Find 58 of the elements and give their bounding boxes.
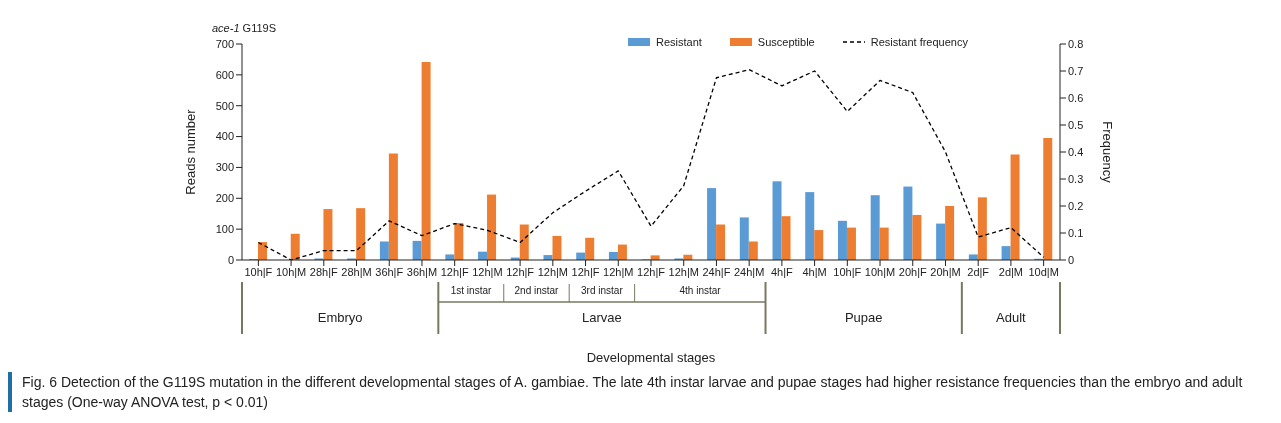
x-tick-label: 12h|F xyxy=(506,265,535,278)
y2-tick-label: 0.7 xyxy=(1068,64,1084,77)
x-tick-label: 12h|M xyxy=(668,265,699,278)
x-tick-label: 12h|F xyxy=(440,265,469,278)
x-tick-label: 10h|F xyxy=(833,265,862,278)
x-tick-label: 10h|M xyxy=(275,265,307,278)
y-tick-label: 200 xyxy=(215,192,234,205)
x-tick-label: 24h|M xyxy=(733,265,765,278)
y-tick-label: 300 xyxy=(215,161,234,174)
legend-label: Susceptible xyxy=(757,36,815,48)
y2-tick-label: 0.8 xyxy=(1068,37,1084,50)
text: Larvae xyxy=(582,310,622,325)
x-tick-label: 10h|F xyxy=(244,265,273,278)
x-tick-label: 10d|M xyxy=(1028,265,1059,278)
caption: Fig. 6 Detection of the G119S mutation in the different developmental stages of A. gambiae. The late 4th instar larvae and pupae stages had higher resistance frequencies than the embryo and adult stages (One-way ANOVA test, p < 0.01) xyxy=(8,372,1252,412)
x-tick-label: 20h|F xyxy=(898,265,927,278)
y2-axis-title: Frequency xyxy=(1100,121,1116,184)
x-tick-label: 12h|M xyxy=(537,265,569,278)
legend-label: Resistant frequency xyxy=(870,36,968,48)
text: Embryo xyxy=(317,310,363,325)
x-tick-label: 12h|M xyxy=(472,265,503,278)
x-tick-label: 36h|F xyxy=(375,265,404,278)
y2-tick-label: 0.6 xyxy=(1068,91,1084,104)
text: 4th instar xyxy=(679,285,722,296)
y-tick-label: 500 xyxy=(215,99,234,112)
x-tick-label: 12h|M xyxy=(603,265,634,278)
x-tick-label: 28h|M xyxy=(341,265,372,278)
y-tick-label: 600 xyxy=(215,68,234,81)
text: Pupae xyxy=(844,310,883,325)
x-tick-label: 24h|F xyxy=(702,265,731,278)
x-tick-label: 2d|F xyxy=(967,265,990,278)
y2-tick-label: 0.1 xyxy=(1068,226,1084,239)
x-tick-label: 12h|F xyxy=(637,265,666,278)
y2-tick-label: 0 xyxy=(1068,253,1075,266)
y2-tick-label: 0.2 xyxy=(1068,199,1084,212)
x-tick-label: 10h|M xyxy=(864,265,896,278)
x-tick-label: 4h|F xyxy=(770,265,794,278)
y-axis-title: Reads number xyxy=(182,108,198,195)
text: 1st instar xyxy=(450,285,492,296)
text: Adult xyxy=(996,310,1027,325)
x-tick-label: 36h|M xyxy=(406,265,438,278)
y-tick-label: 400 xyxy=(215,130,234,143)
x-tick-label: 2d|M xyxy=(998,265,1024,278)
text: Developmental stages xyxy=(586,350,716,365)
y2-tick-label: 0.5 xyxy=(1068,118,1084,131)
x-tick-label: 20h|M xyxy=(930,265,961,278)
y-tick-label: 0 xyxy=(227,253,234,266)
chart-title: ace-1 G119S xyxy=(212,22,277,34)
legend-label: Resistant xyxy=(656,36,702,48)
y2-tick-label: 0.3 xyxy=(1068,172,1084,185)
x-tick-label: 4h|M xyxy=(802,265,827,278)
text: 3rd instar xyxy=(581,285,624,296)
x-tick-label: 28h|F xyxy=(309,265,339,278)
text: 2nd instar xyxy=(514,285,560,296)
y2-tick-label: 0.4 xyxy=(1068,145,1084,158)
y-tick-label: 100 xyxy=(215,223,234,236)
y-tick-label: 700 xyxy=(215,37,234,50)
x-tick-label: 12h|F xyxy=(571,265,600,278)
